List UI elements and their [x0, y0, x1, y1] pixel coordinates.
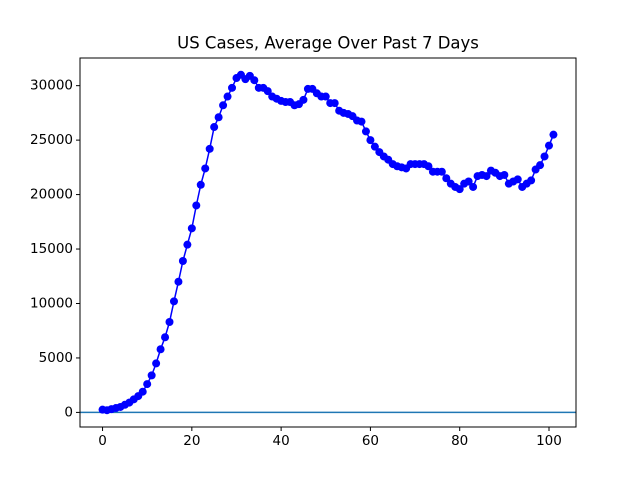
y-tick-label: 30000: [30, 78, 73, 94]
marker: [183, 240, 192, 249]
marker: [169, 297, 178, 306]
x-tick-label: 60: [362, 433, 379, 449]
marker: [192, 201, 201, 210]
marker: [321, 92, 330, 101]
x-tick-label: 80: [451, 433, 468, 449]
y-tick-label: 25000: [30, 132, 73, 148]
marker: [143, 380, 152, 389]
y-tick-label: 10000: [30, 295, 73, 311]
marker: [361, 127, 370, 136]
marker: [174, 277, 183, 286]
y-tick-label: 15000: [30, 241, 73, 257]
y-tick-label: 5000: [39, 350, 73, 366]
chart-title: US Cases, Average Over Past 7 Days: [177, 34, 479, 53]
marker: [540, 152, 549, 161]
marker: [536, 161, 545, 170]
marker: [214, 113, 223, 122]
marker: [366, 136, 375, 145]
marker: [228, 83, 237, 92]
marker: [464, 177, 473, 186]
marker: [330, 99, 339, 108]
x-tick-label: 40: [273, 433, 290, 449]
marker: [138, 387, 147, 396]
marker: [482, 172, 491, 181]
marker: [513, 175, 522, 184]
marker: [156, 345, 165, 354]
marker: [250, 76, 259, 85]
y-tick-label: 0: [64, 404, 73, 420]
marker: [152, 359, 161, 368]
marker: [437, 167, 446, 176]
marker: [196, 180, 205, 189]
marker: [527, 176, 536, 185]
marker: [210, 123, 219, 132]
marker: [147, 371, 156, 380]
marker: [219, 101, 228, 110]
y-tick-label: 20000: [30, 187, 73, 203]
marker: [544, 141, 553, 150]
marker: [205, 144, 214, 153]
marker: [549, 130, 558, 139]
x-tick-label: 0: [98, 433, 107, 449]
marker: [424, 162, 433, 171]
marker: [455, 185, 464, 194]
marker: [223, 92, 232, 101]
marker: [178, 257, 187, 266]
marker: [201, 164, 210, 173]
marker: [187, 224, 196, 233]
marker: [370, 142, 379, 151]
marker: [357, 117, 366, 126]
x-tick-label: 100: [536, 433, 562, 449]
marker: [263, 87, 272, 96]
marker: [442, 174, 451, 183]
marker: [165, 318, 174, 327]
marker: [469, 182, 478, 191]
x-tick-label: 20: [183, 433, 200, 449]
marker: [500, 170, 509, 179]
marker: [299, 95, 308, 104]
plot-frame: [79, 57, 577, 428]
marker: [161, 333, 170, 342]
